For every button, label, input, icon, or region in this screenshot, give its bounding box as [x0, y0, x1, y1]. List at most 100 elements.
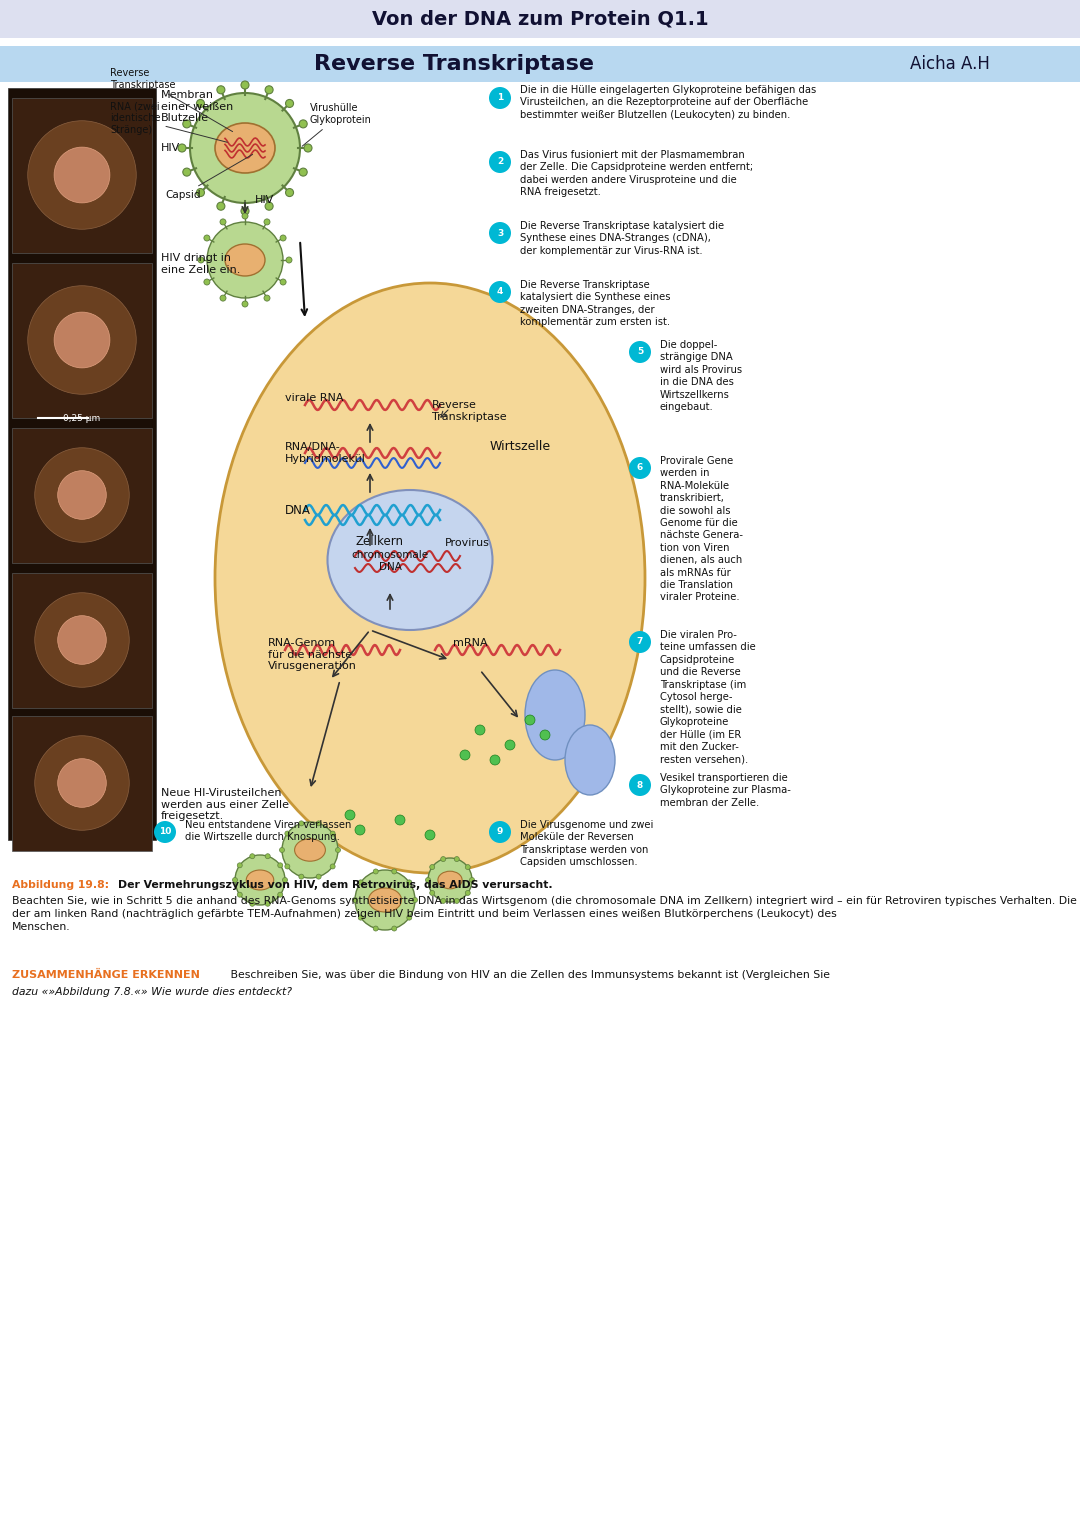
Circle shape [285, 864, 289, 869]
Circle shape [430, 864, 435, 869]
Circle shape [197, 188, 204, 197]
Circle shape [285, 99, 294, 107]
Circle shape [278, 892, 283, 898]
Circle shape [266, 854, 270, 858]
Text: 1: 1 [497, 93, 503, 102]
Circle shape [430, 890, 435, 895]
Circle shape [35, 736, 130, 831]
Circle shape [489, 221, 511, 244]
Bar [12, 428, 152, 563]
Ellipse shape [525, 670, 585, 760]
Bar [0, 82, 1080, 89]
Text: virale RNA: virale RNA [285, 392, 343, 403]
Circle shape [265, 202, 273, 211]
Circle shape [54, 312, 110, 368]
Bar [8, 89, 156, 840]
Ellipse shape [215, 282, 645, 873]
Bar [12, 573, 152, 709]
Circle shape [299, 822, 303, 826]
Circle shape [183, 168, 191, 176]
Circle shape [407, 880, 411, 884]
Text: DNA: DNA [285, 504, 311, 516]
Circle shape [490, 754, 500, 765]
Circle shape [299, 873, 303, 880]
Circle shape [57, 470, 106, 519]
Ellipse shape [295, 838, 325, 861]
Circle shape [204, 279, 210, 286]
Text: Die doppel-
strängige DNA
wird als Provirus
in die DNA des
Wirtszellkerns
eingeb: Die doppel- strängige DNA wird als Provi… [660, 341, 742, 412]
Circle shape [28, 286, 136, 394]
Circle shape [316, 873, 321, 880]
Text: Die Reverse Transkriptase
katalysiert die Synthese eines
zweiten DNA-Stranges, d: Die Reverse Transkriptase katalysiert di… [519, 279, 671, 327]
Circle shape [266, 901, 270, 907]
Circle shape [470, 878, 474, 883]
Circle shape [525, 715, 535, 725]
Circle shape [505, 741, 515, 750]
Circle shape [280, 235, 286, 241]
Circle shape [426, 878, 431, 883]
Circle shape [154, 822, 176, 843]
Circle shape [355, 825, 365, 835]
Circle shape [629, 631, 651, 654]
Text: Zellkern: Zellkern [356, 534, 404, 548]
Bar [0, 46, 1080, 82]
Bar [12, 263, 152, 418]
Text: Neue HI-Virusteilchen
werden aus einer Zelle
freigesetzt.: Neue HI-Virusteilchen werden aus einer Z… [161, 788, 289, 822]
Circle shape [278, 863, 283, 867]
Ellipse shape [437, 872, 462, 889]
Circle shape [407, 915, 411, 921]
Text: Provirus: Provirus [445, 538, 490, 548]
Ellipse shape [327, 490, 492, 631]
Circle shape [264, 295, 270, 301]
Circle shape [455, 857, 459, 861]
Circle shape [336, 847, 340, 852]
Text: Reverse
Transkriptase: Reverse Transkriptase [432, 400, 507, 421]
Circle shape [352, 898, 357, 902]
Ellipse shape [246, 870, 273, 890]
Circle shape [359, 880, 363, 884]
Text: Beschreiben Sie, was über die Bindung von HIV an die Zellen des Immunsystems bek: Beschreiben Sie, was über die Bindung vo… [220, 970, 831, 980]
Circle shape [238, 863, 242, 867]
Circle shape [316, 822, 321, 826]
Text: Wirtszelle: Wirtszelle [490, 440, 551, 454]
Circle shape [345, 809, 355, 820]
Circle shape [286, 257, 292, 263]
Circle shape [217, 202, 225, 211]
Text: Membran
einer weißen
Blutzelle: Membran einer weißen Blutzelle [161, 90, 233, 124]
Circle shape [489, 822, 511, 843]
Text: Beachten Sie, wie in Schritt 5 die anhand des RNA-Genoms synthetisierte DNA in d: Beachten Sie, wie in Schritt 5 die anhan… [12, 896, 1080, 933]
Text: Reverse
Transkriptase: Reverse Transkriptase [110, 69, 232, 131]
Bar [0, 89, 1080, 179]
Circle shape [241, 81, 249, 89]
Circle shape [428, 858, 472, 902]
Text: 3: 3 [497, 229, 503, 238]
Circle shape [198, 257, 204, 263]
Circle shape [285, 188, 294, 197]
Circle shape [241, 208, 249, 215]
Circle shape [220, 218, 226, 224]
Circle shape [35, 592, 130, 687]
Text: Virushülle
Glykoprotein: Virushülle Glykoprotein [302, 104, 372, 147]
Text: 2: 2 [497, 157, 503, 166]
Ellipse shape [215, 124, 275, 173]
Circle shape [249, 901, 255, 907]
Text: Von der DNA zum Protein Q1.1: Von der DNA zum Protein Q1.1 [372, 9, 708, 29]
Circle shape [426, 831, 435, 840]
Text: mRNA: mRNA [453, 638, 488, 647]
Circle shape [629, 457, 651, 479]
Text: 6: 6 [637, 464, 643, 472]
Text: 0,25 µm: 0,25 µm [64, 414, 100, 423]
Text: HIV dringt in
eine Zelle ein.: HIV dringt in eine Zelle ein. [161, 253, 241, 275]
Text: HIV: HIV [161, 144, 180, 153]
Bar [12, 716, 152, 851]
Circle shape [330, 864, 335, 869]
Circle shape [232, 878, 238, 883]
Text: Der Vermehrungszyklus von HIV, dem Retrovirus, das AIDS verursacht.: Der Vermehrungszyklus von HIV, dem Retro… [118, 880, 553, 890]
Text: RNA-Genom
für die nächste
Virusgeneration: RNA-Genom für die nächste Virusgeneratio… [268, 638, 356, 672]
Text: Die in die Hülle eingelagerten Glykoproteine befähigen das
Virusteilchen, an die: Die in die Hülle eingelagerten Glykoprot… [519, 86, 816, 119]
Text: chromosomale
DNA: chromosomale DNA [351, 550, 429, 571]
Circle shape [392, 925, 396, 931]
Circle shape [299, 121, 307, 128]
Circle shape [35, 447, 130, 542]
Circle shape [303, 144, 312, 153]
